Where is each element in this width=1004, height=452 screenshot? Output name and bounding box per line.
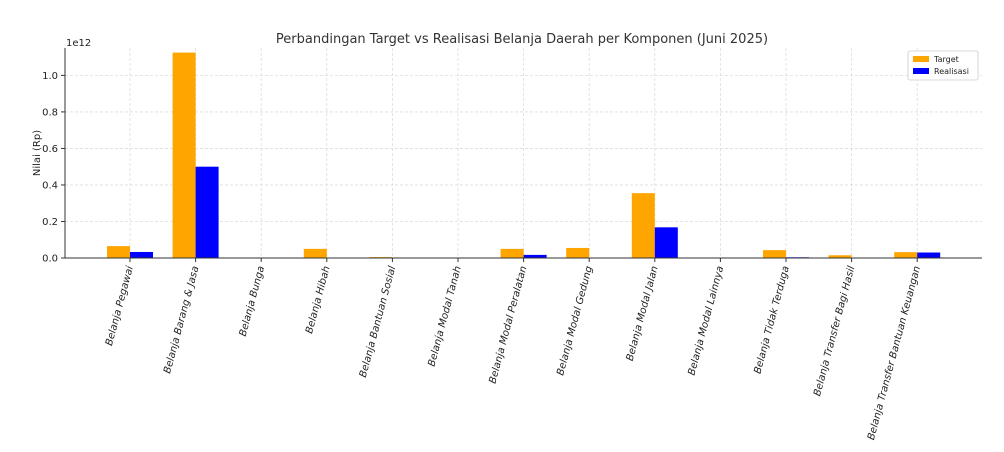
x-tick-label: Belanja Modal Jalan bbox=[625, 265, 661, 362]
y-axis-ticks: 0.0 0.2 0.4 0.6 0.8 1.0 bbox=[42, 71, 65, 265]
y-tick-label: 1.0 bbox=[42, 71, 58, 82]
bar-target-3 bbox=[303, 248, 327, 258]
x-tick-label: Belanja Transfer Bantuan Keuangan bbox=[866, 265, 923, 441]
x-tick-label: Belanja Modal Gedung bbox=[555, 265, 595, 377]
chart-title: Perbandingan Target vs Realisasi Belanja… bbox=[276, 32, 768, 47]
x-tick-label: Belanja Bantuan Sosial bbox=[358, 265, 398, 379]
x-tick-label: Belanja Tidak Terduga bbox=[753, 265, 792, 375]
x-tick-label: Belanja Hibah bbox=[304, 265, 333, 335]
y-tick-label: 0.6 bbox=[42, 144, 58, 155]
bar-realisasi-12 bbox=[917, 252, 941, 258]
bar-realisasi-6 bbox=[523, 254, 547, 258]
x-tick-label: Belanja Transfer Bagi Hasil bbox=[812, 265, 857, 398]
legend-label-target: Target bbox=[933, 55, 959, 64]
legend: Target Realisasi bbox=[907, 50, 979, 81]
x-axis-ticks: Belanja Pegawai Belanja Barang & Jasa Bela… bbox=[104, 258, 923, 441]
x-tick-label: Belanja Bunga bbox=[238, 265, 267, 338]
bar-target-10 bbox=[763, 250, 786, 258]
bar-target-0 bbox=[107, 246, 130, 258]
bar-target-6 bbox=[500, 248, 524, 258]
legend-swatch-realisasi bbox=[913, 68, 929, 74]
x-tick-label: Belanja Modal Lainnya bbox=[686, 265, 726, 377]
bar-target-12 bbox=[894, 252, 918, 258]
y-tick-label: 0.2 bbox=[42, 217, 58, 228]
bar-target-1 bbox=[172, 52, 196, 258]
bar-realisasi-1 bbox=[195, 166, 219, 258]
bar-realisasi-0 bbox=[130, 251, 153, 258]
legend-label-realisasi: Realisasi bbox=[934, 67, 969, 76]
y-axis-label: Nilai (Rp) bbox=[32, 130, 43, 176]
y-tick-label: 0.4 bbox=[42, 180, 58, 191]
bars bbox=[107, 52, 941, 258]
y-tick-label: 0.0 bbox=[42, 254, 58, 265]
bar-target-7 bbox=[566, 247, 590, 258]
x-tick-label: Belanja Modal Peralatan bbox=[487, 265, 529, 385]
x-tick-label: Belanja Barang & Jasa bbox=[162, 265, 201, 375]
bar-realisasi-8 bbox=[654, 227, 678, 258]
bar-target-8 bbox=[631, 193, 655, 258]
x-tick-label: Belanja Pegawai bbox=[104, 265, 136, 347]
legend-swatch-target bbox=[913, 56, 929, 62]
x-tick-label: Belanja Modal Tanah bbox=[426, 265, 463, 368]
y-tick-label: 0.8 bbox=[42, 107, 58, 118]
bar-target-11 bbox=[828, 255, 852, 258]
y-axis-offset-label: 1e12 bbox=[66, 38, 91, 49]
